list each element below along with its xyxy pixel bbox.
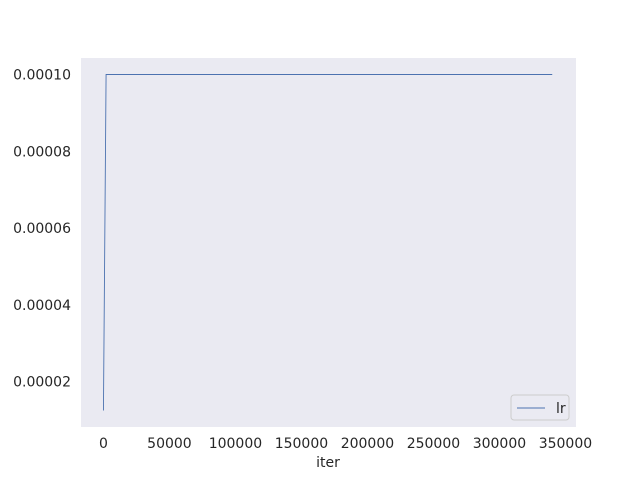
series-layer — [102, 74, 553, 411]
x-tick-labels: 0 50000 100000 150000 200000 250000 300000 3500… — [99, 436, 592, 452]
x-tick-label: 350000 — [539, 436, 592, 452]
y-tick-label: 0.00008 — [13, 144, 71, 160]
x-tick-label: 100000 — [209, 436, 262, 452]
legend: lr — [510, 394, 570, 421]
series-line-lr — [102, 74, 553, 411]
x-tick-label: 50000 — [147, 436, 192, 452]
y-tick-label: 0.00006 — [13, 221, 71, 237]
y-tick-label: 0.00002 — [13, 375, 71, 391]
y-tick-label: 0.00010 — [13, 68, 71, 84]
legend-label-lr: lr — [556, 401, 566, 417]
y-tick-label: 0.00004 — [13, 298, 71, 314]
x-tick-label: 0 — [99, 436, 108, 452]
x-tick-label: 250000 — [407, 436, 460, 452]
plot-area — [81, 58, 576, 427]
x-tick-label: 150000 — [275, 436, 328, 452]
x-tick-label: 200000 — [341, 436, 394, 452]
x-axis-label: iter — [316, 455, 340, 471]
x-tick-label: 300000 — [473, 436, 526, 452]
y-tick-labels: 0.00002 0.00004 0.00006 0.00008 0.00010 — [13, 68, 71, 391]
